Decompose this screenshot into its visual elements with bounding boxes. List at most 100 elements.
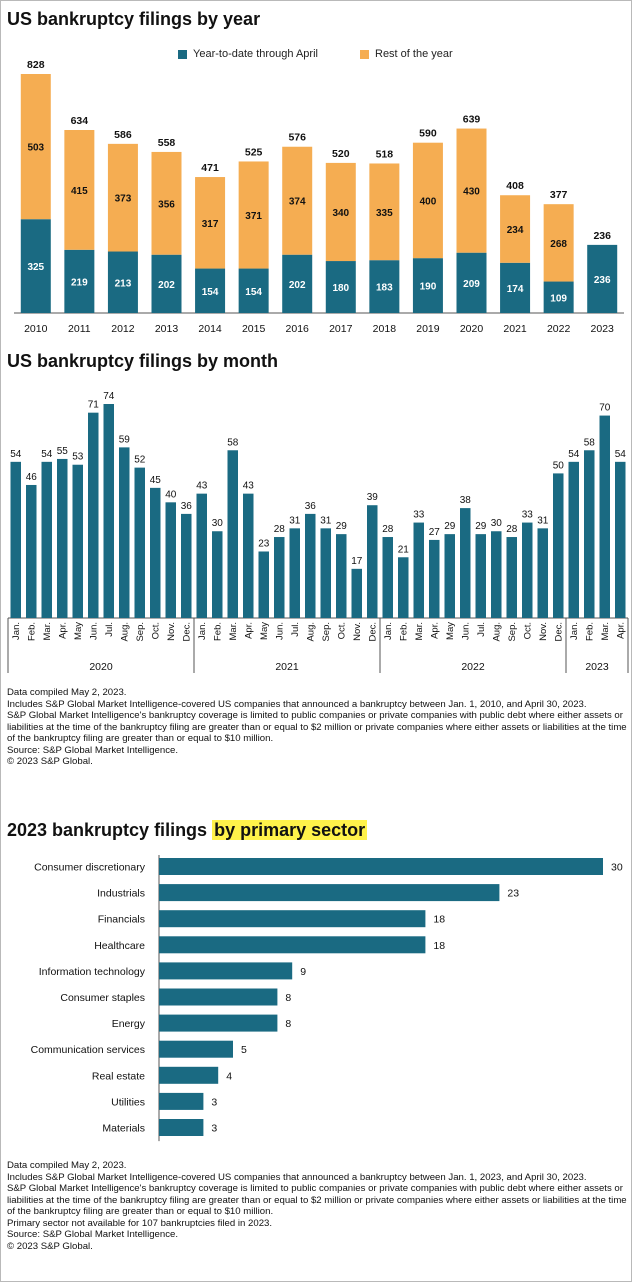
data-label-total-2019: 590 xyxy=(419,128,437,140)
data-label-rest-2017: 340 xyxy=(332,208,349,219)
bar-month-25 xyxy=(398,557,409,618)
data-label-month-33: 33 xyxy=(522,510,534,521)
bar-month-27 xyxy=(429,539,440,618)
bar-month-31 xyxy=(491,531,502,618)
bar-month-34 xyxy=(537,528,548,618)
monthly-chart: 54 Jan. 46 Feb. 54 Mar. 55 Apr. 53 May 71 Jun. 74 Jul… xyxy=(7,391,629,673)
tick-label-month-14: Mar. xyxy=(228,622,239,640)
note-line: Data compiled May 2, 2023. xyxy=(7,1160,127,1171)
data-label-total-2023: 236 xyxy=(593,230,611,242)
bar-month-38 xyxy=(599,415,610,618)
note-line: Includes S&P Global Market Intelligence-… xyxy=(7,698,587,710)
legend-swatch-rest xyxy=(360,49,369,59)
bar-rest-2021 xyxy=(500,195,531,263)
data-label-month-6: 74 xyxy=(103,391,115,402)
bar-ytd-2023 xyxy=(587,244,618,313)
bar-month-13 xyxy=(212,531,223,618)
bar-sector-0 xyxy=(159,858,603,875)
data-label-sector-7: 5 xyxy=(241,1044,247,1056)
tick-label-2023: 2023 xyxy=(591,323,615,335)
tick-label-month-24: Jan. xyxy=(383,622,394,640)
data-label-month-12: 43 xyxy=(196,481,208,492)
data-label-rest-2015: 371 xyxy=(245,211,262,222)
tick-label-month-39: Apr. xyxy=(615,622,626,639)
data-label-ytd-2017: 180 xyxy=(332,283,349,294)
bar-month-20 xyxy=(320,528,331,618)
tick-label-month-27: Apr. xyxy=(429,622,440,639)
tick-label-month-31: Aug. xyxy=(491,622,502,642)
tick-label-2020: 2020 xyxy=(460,323,484,335)
tick-label-month-19: Aug. xyxy=(305,622,316,642)
note-line: Includes S&P Global Market Intelligence-… xyxy=(7,1171,587,1183)
data-label-sector-6: 8 xyxy=(285,1018,291,1030)
bar-month-22 xyxy=(351,568,362,618)
data-label-month-8: 52 xyxy=(134,455,146,466)
tick-label-2019: 2019 xyxy=(416,323,440,335)
legend-item-rest: Rest of the year xyxy=(360,48,453,60)
bar-ytd-2019 xyxy=(412,258,443,313)
bar-month-37 xyxy=(584,450,595,618)
tick-label-month-33: Oct. xyxy=(522,622,533,639)
data-label-month-0: 54 xyxy=(10,449,22,460)
data-label-ytd-2023: 236 xyxy=(594,275,611,286)
group-label-2023: 2023 xyxy=(585,661,609,673)
data-label-month-21: 29 xyxy=(336,521,348,532)
bar-ytd-2014 xyxy=(195,268,226,313)
data-label-ytd-2013: 202 xyxy=(158,280,175,291)
tick-label-month-29: Jun. xyxy=(460,622,471,640)
tick-label-2017: 2017 xyxy=(329,323,353,335)
data-label-ytd-2015: 154 xyxy=(245,287,262,298)
bar-month-12 xyxy=(196,493,207,618)
bar-rest-2017 xyxy=(325,162,356,262)
bar-month-1 xyxy=(26,484,37,618)
data-label-month-20: 31 xyxy=(320,515,332,526)
yearly-chart-title: US bankruptcy filings by year xyxy=(7,9,261,29)
legend-item-ytd: Year-to-date through April xyxy=(178,48,318,60)
data-label-month-10: 40 xyxy=(165,489,177,500)
bar-sector-6 xyxy=(159,1014,278,1032)
data-label-sector-5: 8 xyxy=(285,992,291,1004)
data-label-sector-10: 3 xyxy=(211,1123,217,1135)
tick-label-2014: 2014 xyxy=(198,323,222,335)
data-label-ytd-2010: 325 xyxy=(27,262,44,273)
tick-label-month-12: Jan. xyxy=(197,622,208,640)
data-label-sector-1: 23 xyxy=(507,888,519,900)
data-label-total-2018: 518 xyxy=(376,148,394,160)
data-label-rest-2018: 335 xyxy=(376,208,393,219)
data-label-month-23: 39 xyxy=(367,492,379,503)
note-line: Source: S&P Global Market Intelligence. xyxy=(7,1229,179,1240)
bar-ytd-2018 xyxy=(369,260,400,313)
bar-ytd-2017 xyxy=(325,261,356,313)
data-label-month-2: 54 xyxy=(41,449,53,460)
bar-rest-2019 xyxy=(412,142,443,259)
data-label-month-32: 28 xyxy=(506,524,518,535)
legend-label-rest: Rest of the year xyxy=(375,48,453,60)
bar-rest-2022 xyxy=(543,204,574,282)
bar-month-28 xyxy=(444,534,455,618)
bar-month-4 xyxy=(72,464,83,618)
bar-month-36 xyxy=(568,461,579,618)
data-label-month-9: 45 xyxy=(150,475,162,486)
data-label-rest-2021: 234 xyxy=(507,225,524,236)
tick-label-month-21: Oct. xyxy=(336,622,347,639)
tick-label-2010: 2010 xyxy=(24,323,48,335)
tick-label-month-16: May xyxy=(259,622,270,640)
data-label-ytd-2018: 183 xyxy=(376,283,393,294)
data-label-rest-2011: 415 xyxy=(71,186,88,197)
bar-month-18 xyxy=(289,528,300,618)
data-label-month-24: 28 xyxy=(382,524,394,535)
category-label-9: Utilities xyxy=(111,1096,145,1108)
bar-sector-10 xyxy=(159,1119,204,1136)
category-label-6: Energy xyxy=(112,1018,146,1030)
data-label-sector-0: 30 xyxy=(611,862,623,874)
sector-chart: Consumer discretionary 30 Industrials 23 Fin… xyxy=(31,855,623,1142)
data-label-ytd-2020: 209 xyxy=(463,279,480,290)
data-label-total-2022: 377 xyxy=(550,189,568,201)
data-label-month-14: 58 xyxy=(227,437,239,448)
data-label-sector-3: 18 xyxy=(433,940,445,952)
bar-month-9 xyxy=(150,487,161,618)
tick-label-month-36: Jan. xyxy=(569,622,580,640)
tick-label-2011: 2011 xyxy=(68,323,91,335)
category-label-1: Industrials xyxy=(97,888,145,900)
bar-rest-2011 xyxy=(64,129,95,250)
